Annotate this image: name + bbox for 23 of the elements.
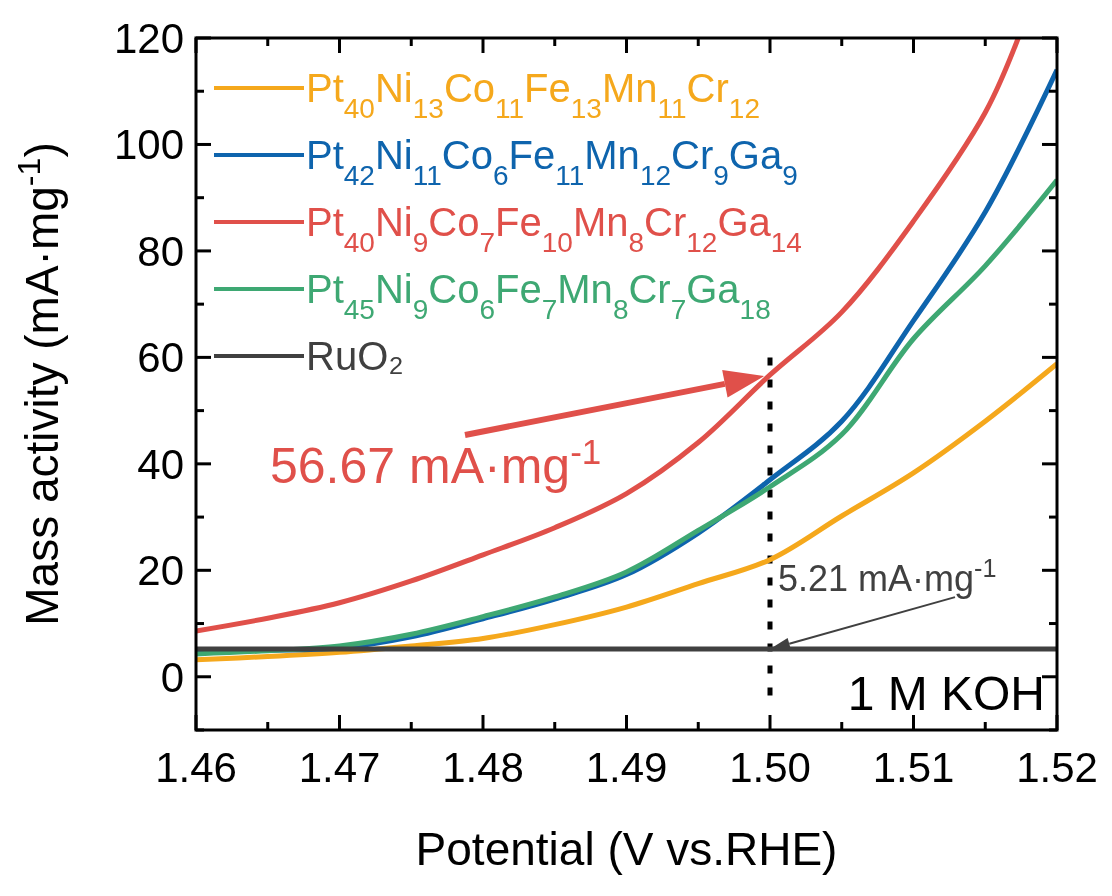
- legend-label: RuO₂: [306, 334, 404, 378]
- text: Pt$_{40}$Ni$_{9}$Co$_{7}$Fe$_{10}$Mn$_{8}$Cr$_{12}$Ga$_{14}$: [306, 200, 802, 258]
- y-tick-label: 60: [137, 334, 184, 382]
- annotation: 56.67 mA·mg$^{-1}$: [270, 431, 602, 494]
- x-tick-label: 1.46: [155, 744, 237, 791]
- y-tick-label: 80: [137, 227, 184, 275]
- x-tick-label: 1.52: [1016, 744, 1098, 791]
- text: 1.50: [729, 744, 811, 791]
- y-tick-label: 120: [113, 15, 184, 62]
- x-tick-label: 1.47: [298, 744, 381, 791]
- annotation: 5.21 mA·mg$^{-1}$: [778, 554, 997, 600]
- y-tick-label: 100: [113, 121, 184, 169]
- x-tick-label: 1.49: [585, 744, 668, 791]
- annotation: 1 M KOH: [847, 667, 1045, 720]
- x-tick-label: 1.48: [442, 744, 524, 791]
- y-tick-label: 0: [160, 653, 184, 701]
- text: Pt$_{45}$Ni$_{9}$Co$_{6}$Fe$_{7}$Mn$_{8}$Cr$_{7}$Ga$_{18}$: [306, 267, 771, 325]
- x-tick-label: 1.51: [872, 744, 955, 791]
- x-axis-title: Potential (V vs.RHE): [415, 823, 838, 875]
- y-tick-label: 20: [137, 547, 184, 595]
- y-tick-label: 40: [137, 440, 184, 488]
- text: Pt$_{40}$Ni$_{13}$Co$_{11}$Fe$_{13}$Mn$_{11}$Cr$_{12}$: [306, 66, 760, 124]
- text: Pt$_{42}$Ni$_{11}$Co$_{6}$Fe$_{11}$Mn$_{12}$Cr$_{9}$Ga$_{9}$: [306, 133, 798, 191]
